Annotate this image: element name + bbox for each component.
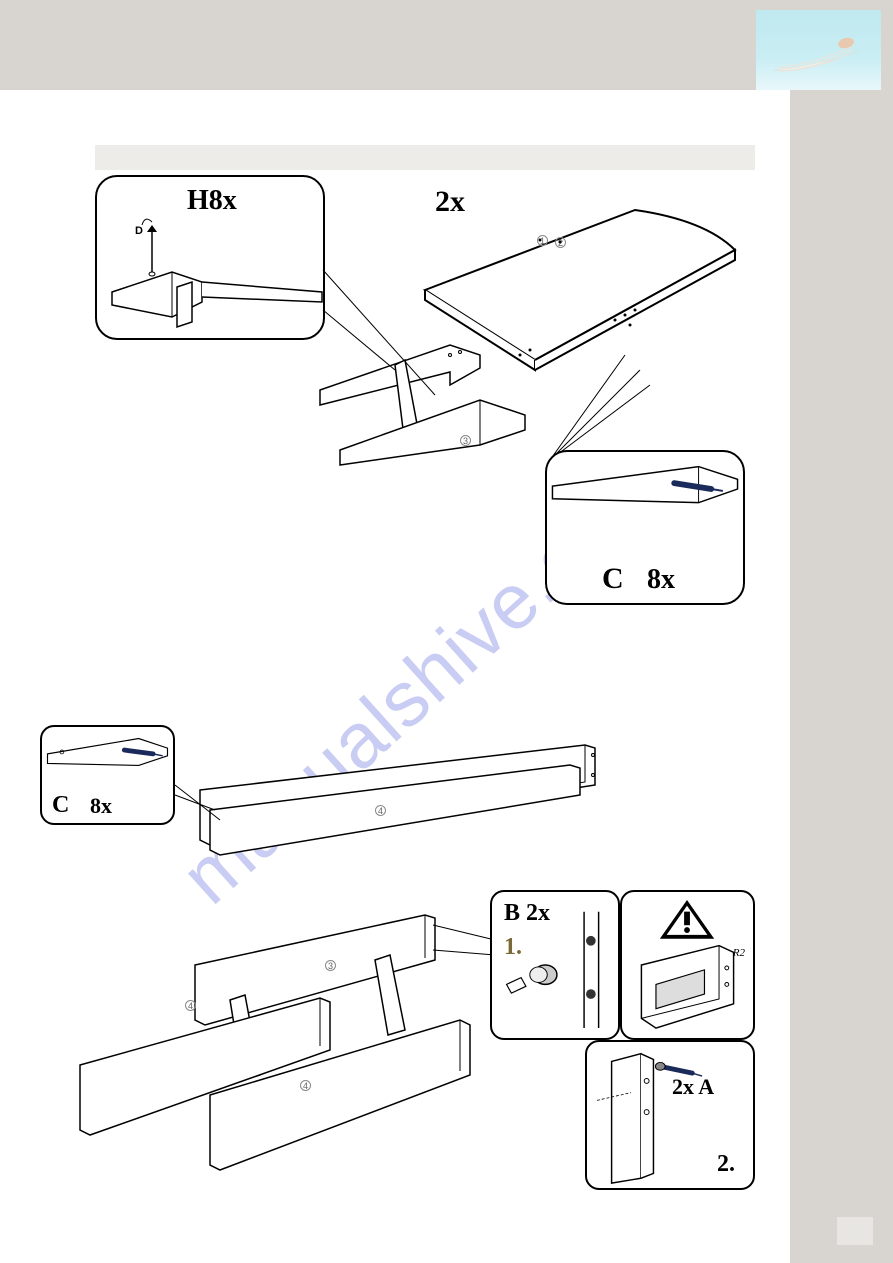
callout-c1-qty: 8x (647, 564, 675, 596)
callout-warning-diagram (622, 892, 753, 1038)
callout-h-diagram (97, 177, 327, 342)
callout-b-diagram (492, 892, 618, 1038)
step2-part-circle-4c: 4 (300, 1080, 311, 1091)
part-circle-3: 3 (460, 435, 471, 446)
step2-part-circle-4a: 4 (375, 805, 386, 816)
callout-box-c-step1: C 8x (545, 450, 745, 605)
diagram-area: manualshive.com 2x H8x D (95, 170, 755, 1190)
step2-part-circle-3: 3 (325, 960, 336, 971)
callout-c1-diagram (547, 452, 743, 603)
callout-warning-r2: R2 (733, 947, 745, 959)
callout-box-a: 2x A 2. (585, 1040, 755, 1190)
part-circle-1: 1 (537, 235, 548, 246)
callout-a-sub2: 2. (717, 1151, 735, 1178)
callout-box-warning: R2 (620, 890, 755, 1040)
callout-a-label: 2x A (672, 1074, 714, 1100)
callout-c1-letter: C (602, 562, 624, 596)
header-bar (0, 0, 893, 90)
step2-part-circle-4b: 4 (185, 1000, 196, 1011)
part-circle-2: 2 (555, 237, 566, 248)
page-number-box (837, 1217, 873, 1245)
step2-main-assembly (65, 910, 505, 1180)
step1-foot-diagram (300, 330, 550, 510)
page-content: manualshive.com 2x H8x D (0, 90, 790, 1263)
angel-wing-icon (764, 15, 874, 85)
callout-box-b: B 2x 1. (490, 890, 620, 1040)
step-title-bar (95, 145, 755, 170)
callout-c2-letter: C (52, 792, 69, 819)
callout-c2-qty: 8x (90, 793, 112, 819)
header-logo-image (756, 10, 881, 90)
callout-box-h: H8x D (95, 175, 325, 340)
